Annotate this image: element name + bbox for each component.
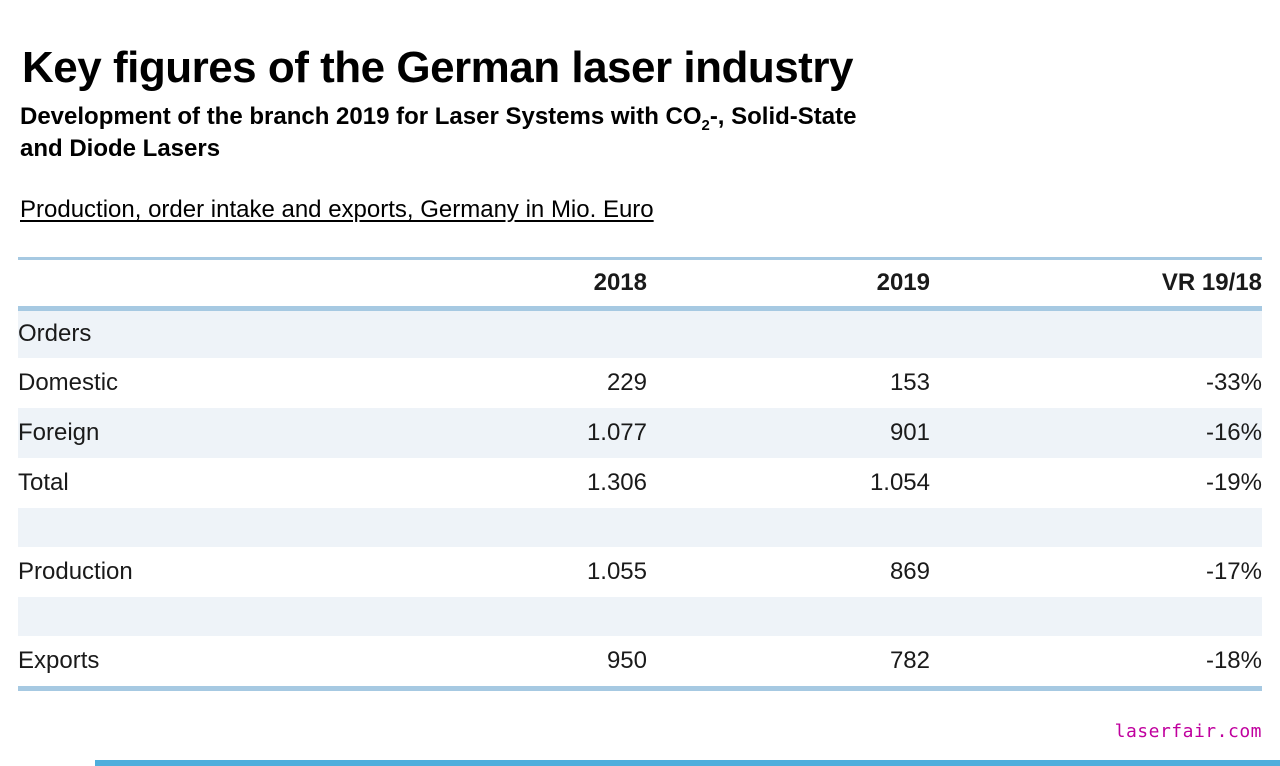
value-2019: 782: [889, 647, 930, 674]
value-vr: [930, 508, 1262, 547]
table-caption: Production, order intake and exports, Ge…: [20, 196, 654, 223]
table-row-exports: Exports 950 782 -18%: [18, 636, 1262, 686]
value-2019: 1.054: [869, 469, 930, 496]
value-2018: [370, 308, 647, 358]
subtitle-line-1: Development of the branch 2019 for Laser…: [20, 101, 856, 133]
value-vr: -33%: [1205, 369, 1262, 396]
col-header-blank: [18, 260, 370, 311]
table-row-foreign: Foreign 1.077 901 -16%: [18, 408, 1262, 458]
key-figures-table: 2018 2019 VR 19/18 Orders Domestic 229 1…: [18, 257, 1262, 691]
table-row-orders: Orders: [18, 308, 1262, 358]
table-row-production: Production 1.055 869 -17%: [18, 547, 1262, 597]
value-2019: [647, 508, 930, 547]
row-label: Total: [18, 469, 69, 496]
value-vr: -19%: [1205, 469, 1262, 496]
value-2019: 901: [889, 419, 930, 446]
value-vr: [930, 597, 1262, 636]
page-title: Key figures of the German laser industry: [22, 43, 853, 93]
subtitle-line1-tail: -, Solid-State: [709, 103, 857, 130]
value-vr: -17%: [1205, 558, 1262, 585]
subtitle-line-2: and Diode Lasers: [20, 135, 221, 162]
watermark-laserfair: laserfair.com: [1114, 721, 1262, 742]
subtitle-line1-text: Development of the branch 2019 for Laser…: [20, 103, 702, 130]
table-row-domestic: Domestic 229 153 -33%: [18, 358, 1262, 408]
value-2018: 1.306: [586, 469, 647, 496]
row-label: Orders: [18, 320, 92, 348]
value-2018: 1.055: [586, 558, 647, 585]
value-2019: [647, 597, 930, 636]
col-header-2018: 2018: [370, 260, 647, 311]
row-label: Foreign: [18, 419, 100, 446]
table-header-row: 2018 2019 VR 19/18: [18, 260, 1262, 311]
table-row-total: Total 1.306 1.054 -19%: [18, 458, 1262, 508]
col-header-2019: 2019: [647, 260, 930, 311]
value-2019: [647, 308, 930, 358]
value-2018: 1.077: [586, 419, 647, 446]
value-2018: [370, 597, 647, 636]
row-label: [18, 508, 370, 547]
value-vr: [930, 308, 1262, 358]
table-row-spacer: [18, 597, 1262, 636]
co2-subscript: 2: [701, 117, 710, 134]
value-vr: -18%: [1205, 647, 1262, 674]
value-2018: [370, 508, 647, 547]
row-label: Exports: [18, 647, 100, 674]
value-vr: -16%: [1205, 419, 1262, 446]
value-2019: 153: [889, 369, 930, 396]
page-subtitle: Development of the branch 2019 for Laser…: [20, 101, 856, 165]
row-label: Domestic: [18, 369, 119, 396]
value-2018: 229: [606, 369, 647, 396]
bottom-accent-bar: [95, 760, 1280, 766]
row-label: [18, 597, 370, 636]
row-label: Production: [18, 558, 133, 585]
value-2019: 869: [889, 558, 930, 585]
value-2018: 950: [606, 647, 647, 674]
table-row-spacer: [18, 508, 1262, 547]
col-header-vr-19-18: VR 19/18: [930, 260, 1262, 311]
